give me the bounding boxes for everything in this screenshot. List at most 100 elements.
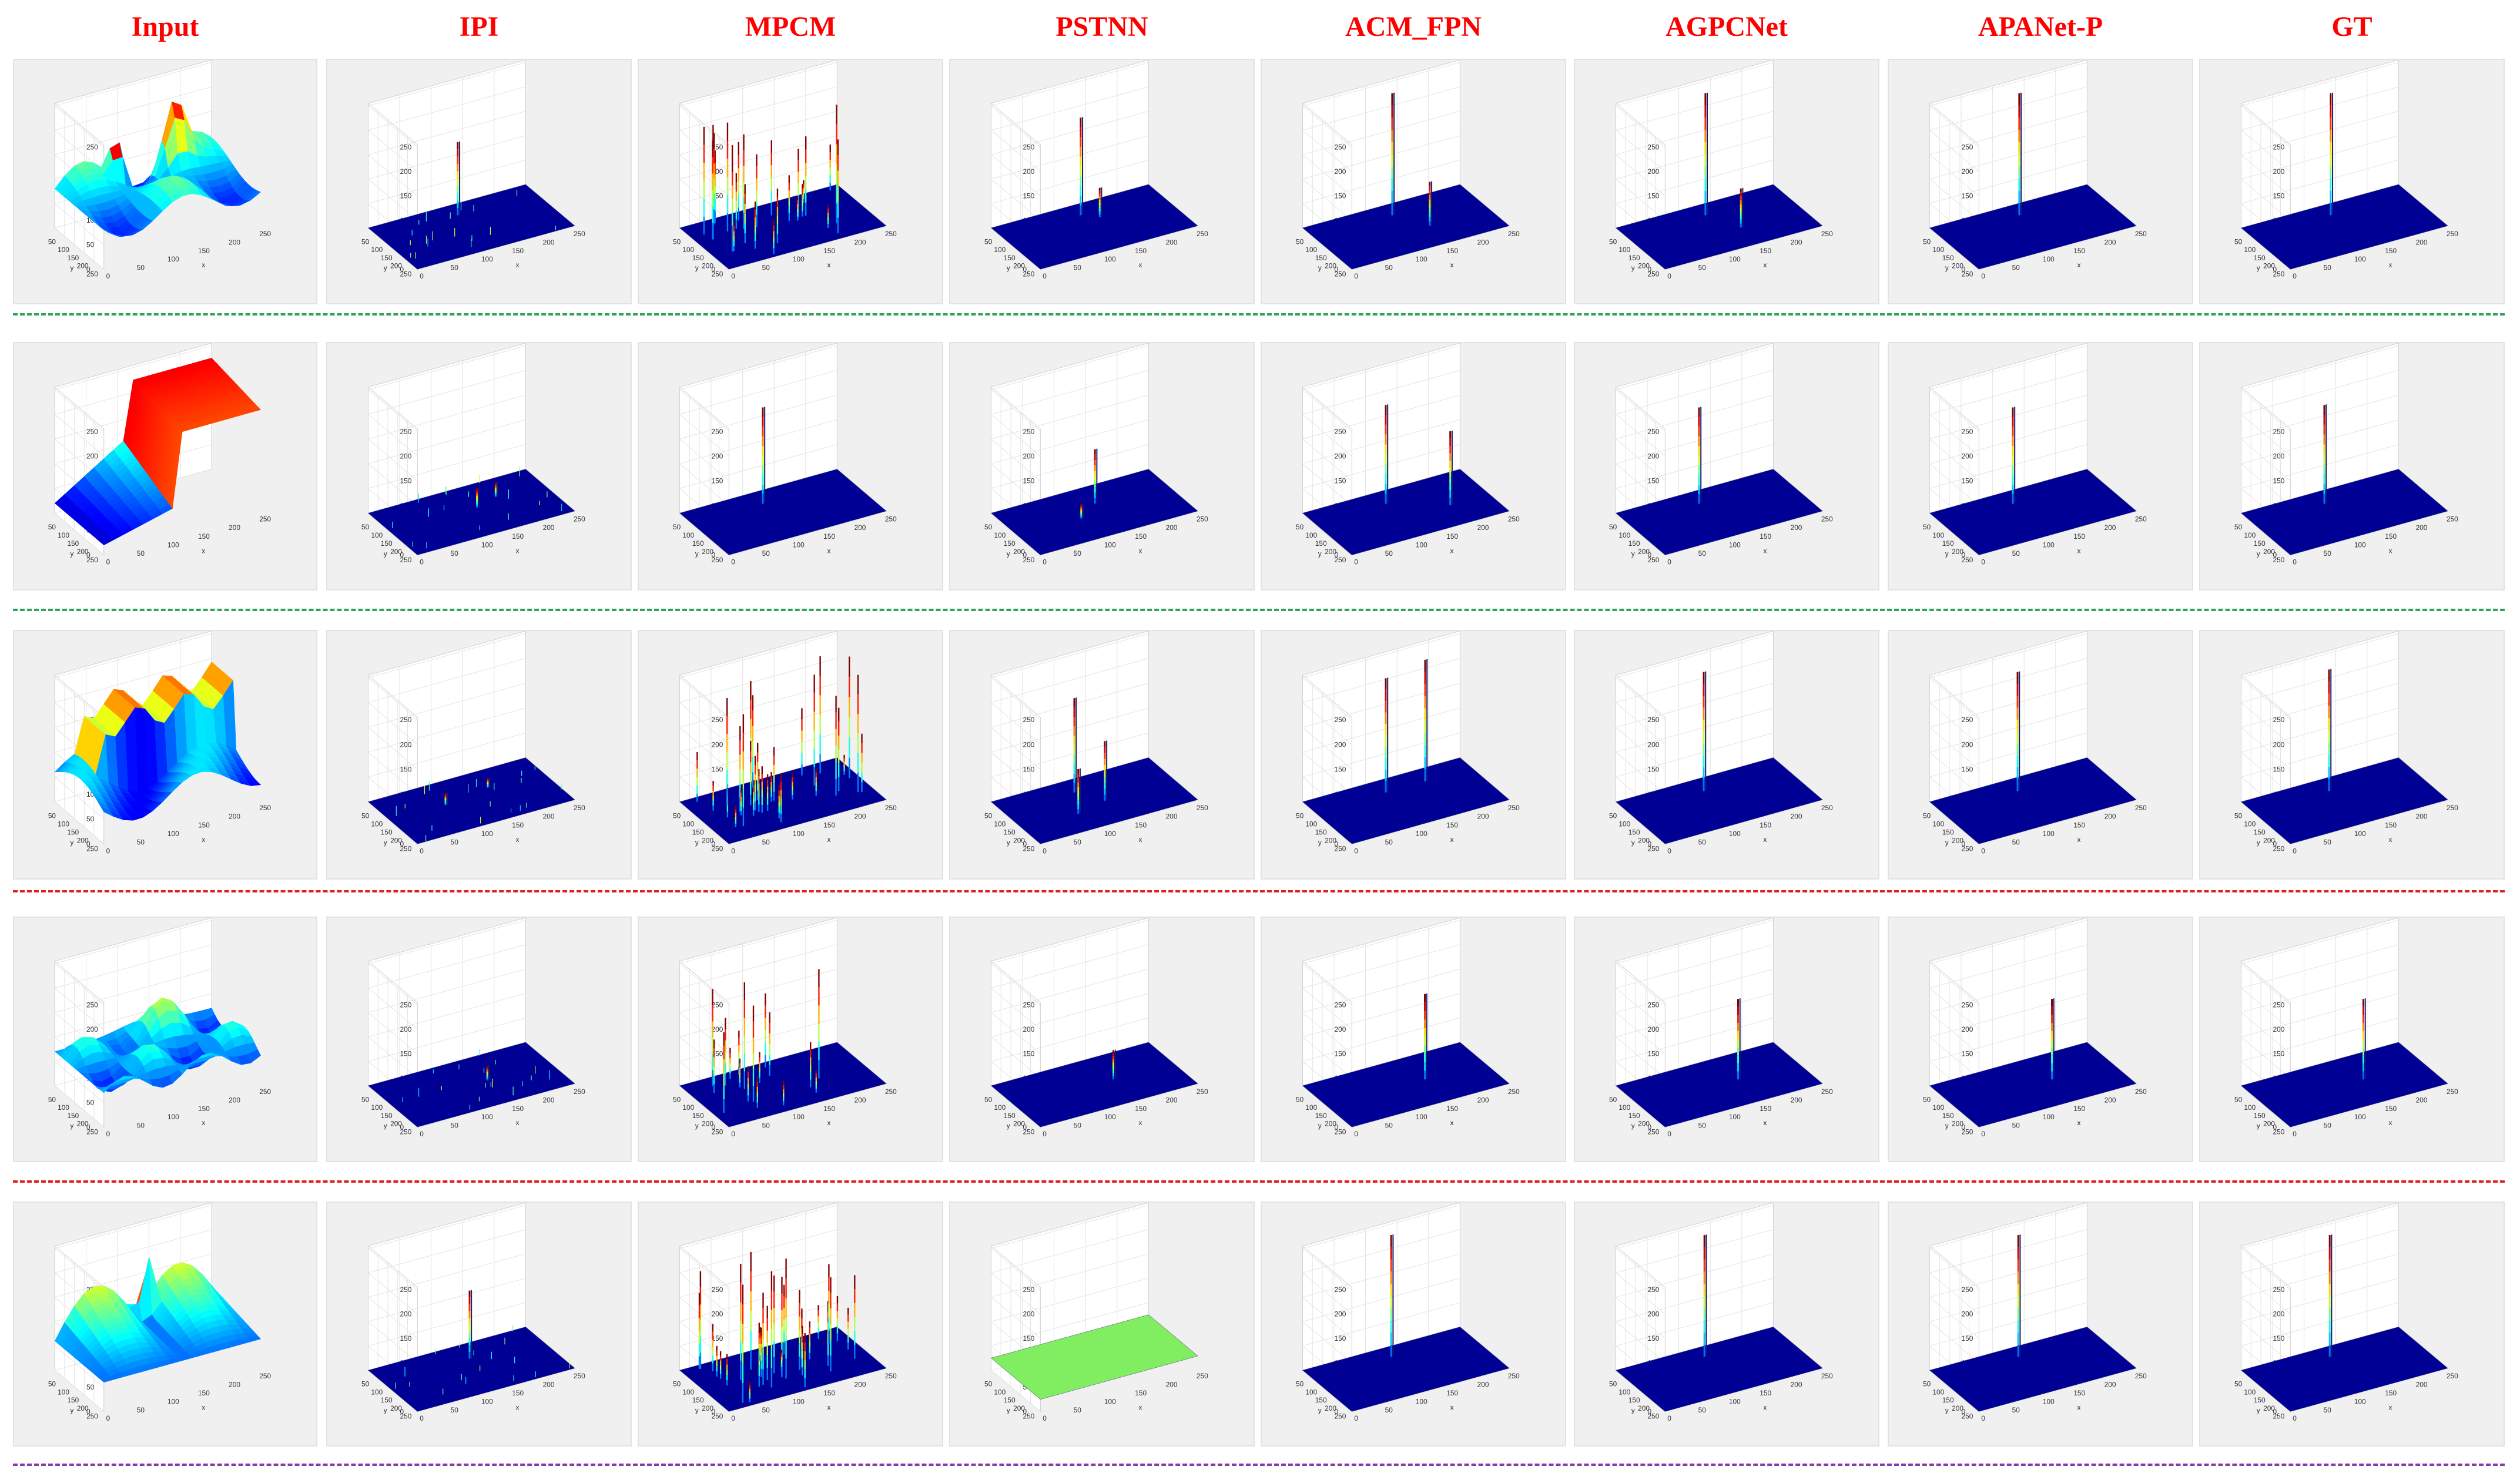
- target-peak: [494, 481, 498, 497]
- y-tick-label: 100: [682, 246, 694, 254]
- x-axis-label: x: [202, 835, 205, 844]
- x-tick-label: 200: [2416, 1381, 2428, 1389]
- y-tick-label: 250: [1962, 556, 1973, 564]
- y-tick-label: 200: [1013, 837, 1025, 845]
- target-peak: [1077, 768, 1081, 814]
- x-tick-label: 150: [198, 821, 210, 829]
- z-tick-label: 200: [1648, 740, 1660, 749]
- z-tick-label: 150: [1335, 192, 1346, 200]
- x-tick-label: 200: [1477, 238, 1489, 246]
- y-tick-label: 150: [1315, 1396, 1327, 1404]
- z-tick-label: 0: [1023, 840, 1027, 848]
- panel-ipi-row-5: 0501001502002500501001502002505010015020…: [326, 1202, 632, 1447]
- x-tick-label: 100: [1104, 1113, 1116, 1121]
- x-tick-label: 250: [885, 515, 897, 523]
- y-tick-label: 250: [1335, 1412, 1346, 1421]
- y-tick-label: 50: [2234, 523, 2243, 531]
- surface-floor: [1929, 1327, 2137, 1412]
- x-tick-label: 200: [1477, 1381, 1489, 1389]
- panel-mpcm-row-2: 0501001502002500501001502002505010015020…: [638, 342, 943, 590]
- x-tick-label: 200: [543, 238, 555, 246]
- z-tick-label: 150: [1335, 476, 1346, 485]
- surface-floor: [990, 184, 1198, 270]
- z-tick-label: 150: [400, 766, 412, 774]
- z-tick-label: 250: [1648, 1286, 1660, 1294]
- y-axis-label: y: [1318, 549, 1322, 558]
- y-axis-label: y: [1007, 1406, 1010, 1414]
- y-tick-label: 150: [2254, 1112, 2266, 1120]
- z-tick-label: 0: [1648, 840, 1652, 848]
- panel-apanet-p-row-1: 0501001502002500501001502002505010015020…: [1888, 59, 2193, 304]
- y-axis-label: y: [2257, 838, 2260, 847]
- y-tick-label: 50: [1296, 237, 1304, 246]
- y-tick-label: 50: [48, 523, 56, 531]
- y-tick-label: 100: [1305, 1388, 1317, 1396]
- surface-floor: [367, 1042, 575, 1127]
- x-axis-label: x: [2389, 1403, 2392, 1411]
- x-tick-label: 150: [512, 247, 524, 255]
- x-tick-label: 0: [731, 847, 735, 855]
- x-tick-label: 250: [885, 804, 897, 812]
- x-tick-label: 0: [1981, 558, 1985, 566]
- x-tick-label: 50: [2324, 549, 2332, 558]
- y-tick-label: 250: [86, 1127, 98, 1136]
- y-tick-label: 150: [1628, 1112, 1640, 1120]
- surface-plot: 0501001502002500501001502002505010015020…: [1609, 1203, 1833, 1422]
- x-tick-label: 250: [2135, 230, 2147, 238]
- surface-plot: 0501001502002500501001502002505010015020…: [48, 1203, 272, 1422]
- panel-input-row-4: 0501001502002500501001502002505010015020…: [13, 917, 317, 1162]
- y-tick-label: 150: [1004, 1396, 1016, 1404]
- x-tick-label: 200: [2105, 523, 2116, 532]
- x-tick-label: 50: [1698, 264, 1707, 272]
- y-tick-label: 200: [77, 548, 89, 556]
- y-tick-label: 150: [67, 1112, 79, 1120]
- y-tick-label: 50: [673, 237, 681, 246]
- surface-plot: 0501001502002500501001502002505010015020…: [361, 1203, 585, 1422]
- x-tick-label: 150: [2073, 247, 2085, 255]
- z-tick-label: 200: [1648, 1025, 1660, 1033]
- y-tick-label: 200: [2263, 262, 2275, 270]
- x-tick-label: 250: [2135, 1088, 2147, 1096]
- surface-floor: [990, 469, 1198, 555]
- z-tick-label: 200: [1962, 452, 1973, 460]
- y-axis-label: y: [1007, 549, 1010, 558]
- y-tick-label: 100: [58, 1103, 69, 1112]
- surface-floor: [367, 184, 575, 270]
- x-axis-label: x: [2389, 835, 2392, 844]
- x-tick-label: 100: [793, 830, 805, 838]
- surface-plot: 0501001502002500501001502002505010015020…: [984, 1203, 1208, 1422]
- z-tick-label: 250: [1335, 427, 1346, 435]
- z-tick-label: 200: [1335, 452, 1346, 460]
- surface-plot: 0501001502002500501001502002505010015020…: [1296, 918, 1520, 1138]
- x-tick-label: 200: [1791, 523, 1802, 532]
- x-tick-label: 150: [198, 532, 210, 541]
- surface-plot: 0501001502002500501001502002505010015020…: [48, 343, 271, 566]
- target-peak: [1385, 404, 1389, 504]
- y-axis-label: y: [1007, 838, 1010, 847]
- y-tick-label: 150: [67, 1396, 79, 1404]
- y-tick-label: 50: [1609, 1380, 1617, 1388]
- panel-acm-fpn-row-3: 0501001502002500501001502002505010015020…: [1261, 630, 1566, 880]
- target-peak: [1704, 92, 1708, 216]
- x-tick-label: 100: [1104, 541, 1116, 549]
- x-tick-label: 50: [451, 1406, 459, 1414]
- x-tick-label: 50: [1698, 838, 1707, 847]
- surface-plot: 0501001502002500501001502002505010015020…: [1609, 60, 1833, 280]
- z-tick-label: 0: [1962, 551, 1966, 559]
- y-axis-label: y: [70, 838, 73, 847]
- y-tick-label: 100: [1932, 1388, 1944, 1396]
- y-tick-label: 50: [361, 523, 370, 531]
- surface-floor: [367, 1327, 575, 1412]
- row-separator: [13, 890, 2505, 892]
- x-tick-label: 200: [543, 1381, 555, 1389]
- z-tick-label: 0: [1648, 551, 1652, 559]
- target-peak: [2018, 92, 2022, 216]
- y-tick-label: 200: [2263, 837, 2275, 845]
- x-tick-label: 200: [1791, 1096, 1802, 1104]
- z-tick-label: 150: [712, 476, 723, 485]
- z-tick-label: 150: [1335, 1334, 1346, 1343]
- x-tick-label: 150: [2385, 247, 2397, 255]
- y-tick-label: 50: [1609, 1095, 1617, 1103]
- z-tick-label: 150: [400, 1050, 412, 1058]
- y-tick-label: 100: [682, 1388, 694, 1396]
